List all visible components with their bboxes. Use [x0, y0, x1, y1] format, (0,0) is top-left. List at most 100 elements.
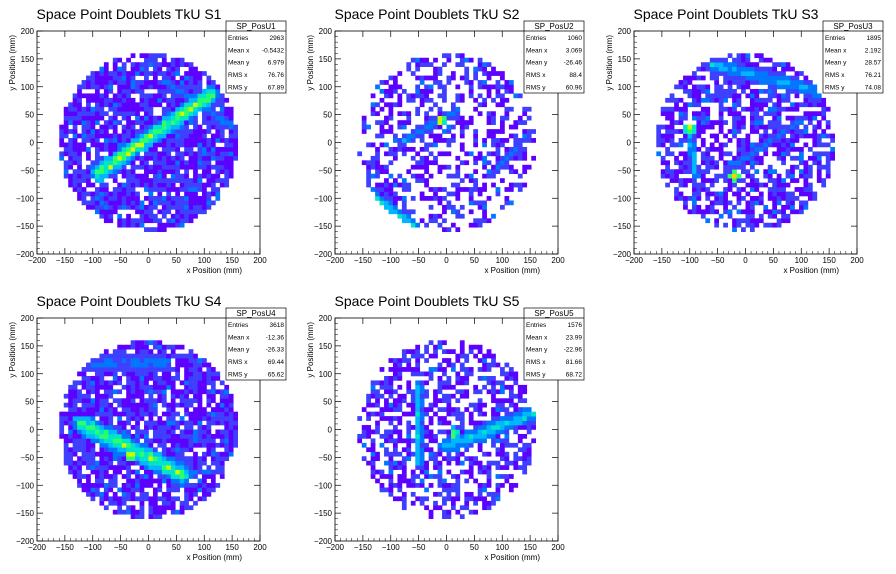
- heatmap-bin: [767, 222, 773, 228]
- heatmap-bin: [139, 358, 145, 363]
- heatmap-bin: [718, 142, 724, 148]
- heatmap-bin: [166, 97, 172, 103]
- heatmap-bin: [94, 133, 100, 139]
- heatmap-bin: [175, 196, 181, 201]
- heatmap-bin: [117, 416, 123, 421]
- heatmap-bin: [397, 93, 403, 99]
- heatmap-bin: [175, 469, 181, 475]
- heatmap-bin: [81, 367, 87, 372]
- heatmap-bin: [428, 375, 434, 381]
- heatmap-bin: [135, 191, 140, 197]
- heatmap-bin: [379, 129, 385, 134]
- heatmap-bin: [366, 416, 371, 421]
- heatmap-bin: [375, 478, 380, 484]
- heatmap-bin: [170, 465, 176, 470]
- heatmap-bin: [90, 124, 96, 130]
- heatmap-bin: [816, 97, 822, 103]
- heatmap-bin: [379, 393, 385, 399]
- heatmap-bin: [157, 433, 163, 439]
- heatmap-bin: [736, 66, 742, 72]
- heatmap-bin: [415, 344, 421, 350]
- heatmap-bin: [108, 209, 114, 215]
- heatmap-bin: [144, 362, 149, 368]
- heatmap-bin: [72, 447, 78, 453]
- heatmap-bin: [665, 173, 670, 179]
- heatmap-bin: [745, 62, 751, 67]
- heatmap-bin: [219, 124, 225, 130]
- heatmap-bin: [714, 97, 720, 103]
- heatmap-bin: [108, 204, 114, 210]
- heatmap-bin: [148, 151, 154, 157]
- heatmap-bin: [130, 124, 136, 130]
- heatmap-bin: [419, 97, 425, 103]
- heatmap-bin: [108, 380, 114, 386]
- heatmap-bin: [197, 160, 203, 166]
- heatmap-bin: [188, 465, 194, 470]
- y-axis-label: y Position (mm): [8, 35, 17, 91]
- heatmap-bin: [433, 57, 438, 63]
- heatmap-bin: [135, 358, 140, 363]
- heatmap-bin: [215, 469, 221, 475]
- heatmap-bin: [491, 151, 496, 157]
- heatmap-bin: [99, 353, 105, 359]
- heatmap-bin: [669, 138, 675, 143]
- heatmap-bin: [459, 442, 465, 448]
- heatmap-bin: [424, 164, 429, 170]
- x-tick-label: −150: [354, 256, 373, 265]
- heatmap-bin: [175, 433, 181, 439]
- heatmap-bin: [736, 75, 742, 81]
- heatmap-bin: [419, 425, 425, 430]
- heatmap-bin: [184, 164, 189, 170]
- heatmap-bin: [732, 97, 737, 103]
- heatmap-bin: [415, 416, 421, 421]
- heatmap-bin: [455, 227, 461, 232]
- heatmap-bin: [139, 213, 145, 219]
- heatmap-bin: [161, 57, 167, 63]
- heatmap-bin: [736, 57, 742, 63]
- heatmap-bin: [94, 115, 100, 121]
- heatmap-bin: [459, 340, 465, 346]
- heatmap-bin: [90, 491, 96, 497]
- heatmap-bin: [188, 487, 194, 493]
- heatmap-bin: [81, 460, 87, 466]
- heatmap-bin: [161, 93, 167, 99]
- heatmap-bin: [508, 402, 514, 408]
- heatmap-bin: [446, 442, 452, 448]
- heatmap-bin: [144, 93, 149, 99]
- heatmap-bin: [130, 200, 136, 206]
- heatmap-bin: [99, 66, 105, 72]
- x-tick-label: 50: [172, 543, 181, 552]
- heatmap-bin: [161, 182, 167, 188]
- heatmap-bin: [401, 367, 407, 372]
- heatmap-bin: [157, 97, 163, 103]
- heatmap-bin: [790, 129, 795, 134]
- heatmap-bin: [193, 84, 198, 90]
- heatmap-bin: [233, 438, 238, 444]
- heatmap-bin: [816, 142, 822, 148]
- heatmap-bin: [152, 182, 158, 188]
- heatmap-bin: [59, 124, 65, 130]
- heatmap-bin: [130, 75, 136, 81]
- heatmap-bin: [384, 164, 389, 170]
- heatmap-bin: [384, 102, 389, 108]
- heatmap-bin: [202, 115, 207, 121]
- heatmap-bin: [112, 120, 118, 125]
- heatmap-bin: [482, 160, 487, 166]
- heatmap-bin: [228, 451, 234, 457]
- heatmap-bin: [144, 227, 149, 232]
- heatmap-bin: [486, 425, 492, 430]
- heatmap-bin: [790, 173, 795, 179]
- heatmap-bin: [468, 84, 474, 90]
- heatmap-bin: [442, 53, 447, 59]
- heatmap-bin: [379, 191, 385, 197]
- heatmap-bin: [736, 115, 742, 121]
- heatmap-bin: [179, 160, 185, 166]
- heatmap-bin: [442, 340, 447, 346]
- heatmap-bin: [517, 120, 523, 125]
- heatmap-bin: [415, 460, 421, 466]
- heatmap-bin: [193, 75, 198, 81]
- heatmap-bin: [215, 456, 221, 462]
- heatmap-bin: [126, 460, 131, 466]
- heatmap-bin: [148, 62, 154, 67]
- heatmap-bin: [157, 66, 163, 72]
